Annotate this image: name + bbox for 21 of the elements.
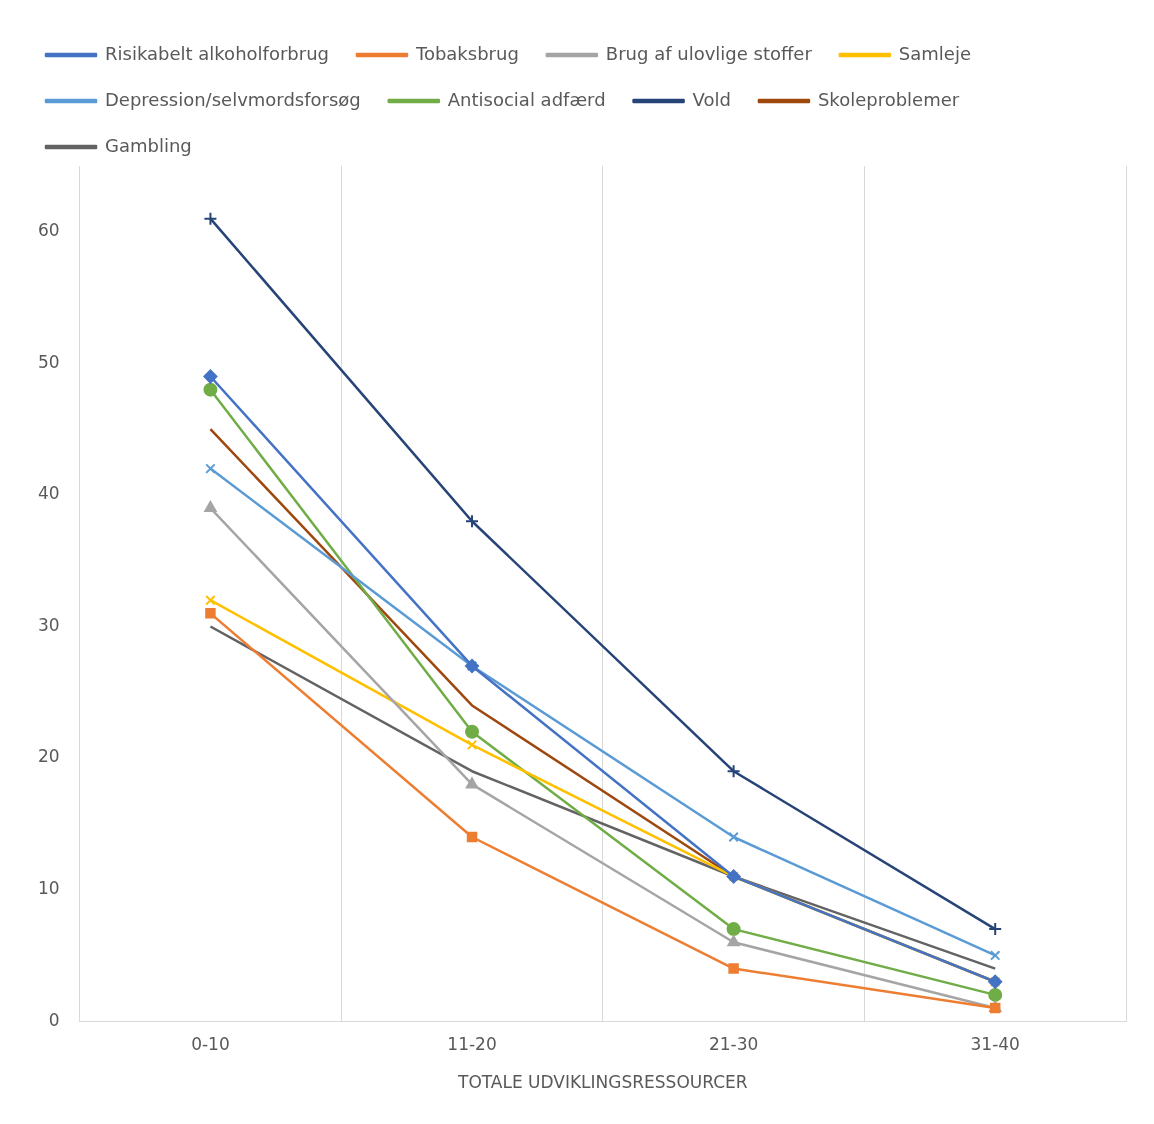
legend-label: Depression/selvmordsforsøg <box>105 88 361 110</box>
x-tick-label: 31-40 <box>970 1033 1020 1054</box>
y-tick-label: 40 <box>37 483 60 504</box>
legend-label: Gambling <box>105 134 192 156</box>
legend-label: Tobaksbrug <box>414 42 519 64</box>
x-tick-label: 11-20 <box>447 1033 497 1054</box>
legend-label: Vold <box>692 88 731 110</box>
x-tick-label: 21-30 <box>708 1033 759 1054</box>
legend-label: Risikabelt alkoholforbrug <box>105 42 329 64</box>
x-tick-label: 0-10 <box>191 1033 230 1054</box>
y-tick-label: 30 <box>37 614 60 635</box>
y-tick-label: 60 <box>37 220 60 241</box>
x-axis-title: TOTALE UDVIKLINGSRESSOURCER <box>457 1072 748 1093</box>
y-tick-label: 50 <box>37 351 60 372</box>
y-tick-label: 0 <box>48 1009 60 1030</box>
legend-label: Antisocial adfærd <box>447 88 606 110</box>
y-tick-label: 20 <box>37 746 60 767</box>
legend-label: Brug af ulovlige stoffer <box>605 42 813 64</box>
legend-label: Samleje <box>898 42 971 64</box>
y-tick-label: 10 <box>37 878 60 899</box>
legend-label: Skoleproblemer <box>817 88 960 110</box>
